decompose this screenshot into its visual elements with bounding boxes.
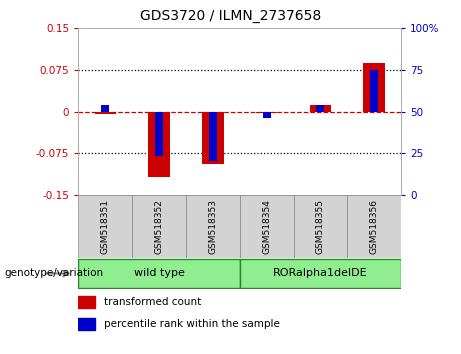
Bar [294, 195, 347, 258]
Bar [209, 112, 217, 161]
Bar [263, 112, 271, 118]
Text: GSM518351: GSM518351 [101, 199, 110, 254]
Bar [78, 195, 132, 258]
Text: GSM518354: GSM518354 [262, 199, 271, 254]
Bar [363, 63, 385, 112]
Text: wild type: wild type [134, 268, 184, 279]
Bar [256, 112, 278, 113]
Bar [78, 318, 95, 330]
Text: GSM518356: GSM518356 [370, 199, 378, 254]
Text: RORalpha1delDE: RORalpha1delDE [273, 268, 368, 279]
Bar [240, 195, 294, 258]
Bar [186, 195, 240, 258]
Text: GSM518355: GSM518355 [316, 199, 325, 254]
Text: transformed count: transformed count [104, 297, 201, 307]
Bar [101, 105, 109, 112]
Bar [155, 112, 163, 156]
Bar [370, 70, 378, 112]
Bar [310, 105, 331, 112]
Bar [202, 112, 224, 164]
Text: genotype/variation: genotype/variation [5, 268, 104, 279]
Bar [132, 195, 186, 258]
Bar [95, 112, 116, 114]
Bar [347, 195, 401, 258]
Bar [148, 112, 170, 177]
Bar [240, 259, 401, 288]
Text: GDS3720 / ILMN_2737658: GDS3720 / ILMN_2737658 [140, 9, 321, 23]
Bar [78, 296, 95, 308]
Bar [78, 259, 240, 288]
Text: percentile rank within the sample: percentile rank within the sample [104, 319, 280, 329]
Text: GSM518352: GSM518352 [154, 199, 164, 254]
Text: GSM518353: GSM518353 [208, 199, 217, 254]
Bar [316, 105, 325, 112]
